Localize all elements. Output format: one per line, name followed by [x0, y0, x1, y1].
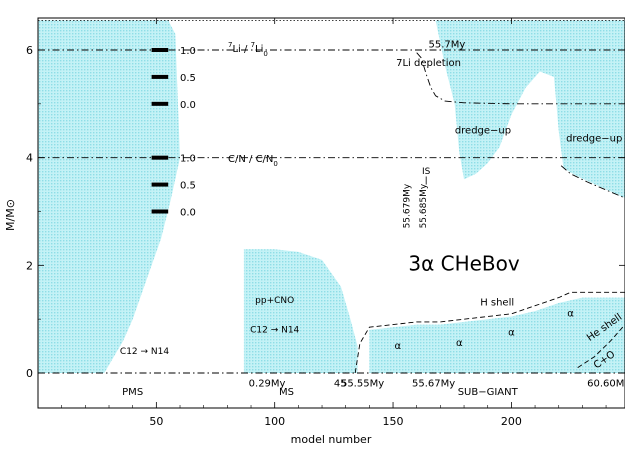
scale-2-bar-3	[151, 209, 169, 214]
annotation-4: IS	[422, 167, 431, 177]
convective-regions	[38, 20, 625, 374]
svg-text:C/N / C/N0: C/N / C/N0	[228, 154, 278, 168]
y-tick-label-1: 0	[26, 367, 33, 380]
scale-1-level-2: 0.5	[180, 73, 196, 84]
annotation-7: 3α CHeBov	[408, 252, 520, 276]
abundance-scales: 1.0 0.5 0.0 1.0 0.5 0.0	[151, 46, 196, 219]
scale-1-bar-3	[151, 101, 169, 106]
scale-2-level-3: 0.0	[180, 208, 196, 219]
annotation-2: dredge−up	[455, 125, 511, 136]
age-marker-3: 55.55My	[341, 379, 384, 390]
annotation-3: dredge−up	[566, 134, 622, 145]
scale-2-level-1: 1.0	[180, 154, 196, 165]
convective-region-3	[435, 20, 625, 199]
svg-text:7Li / 7Li0: 7Li / 7Li0	[228, 41, 268, 58]
annotation-5: 55.679My	[403, 183, 413, 228]
x-tick-label-4: 200	[501, 415, 522, 428]
annotation-13: C12 → N14	[120, 347, 169, 357]
annotation-8: H shell	[480, 298, 514, 309]
line-6	[354, 291, 625, 374]
annotation-16: α	[508, 327, 515, 338]
phase-label-1: PMS	[122, 387, 143, 398]
x-axis-label: model number	[291, 433, 372, 446]
annotation-15: α	[456, 338, 463, 349]
convective-region-1	[38, 20, 180, 374]
annotation-17: α	[567, 308, 574, 319]
boundary-lines	[38, 19, 625, 374]
phase-label-3: SUB−GIANT	[458, 387, 519, 398]
age-marker-5: 60.60My	[587, 379, 625, 390]
age-marker-1: 0.29My	[249, 379, 286, 390]
y-axis-label: M/M⊙	[4, 199, 17, 231]
scale-2-bar-2	[151, 182, 169, 187]
li-ratio-label: 7Li / 7Li0	[228, 41, 268, 58]
scale-1-bar-1	[151, 48, 169, 52]
age-marker-6: 55.7My	[429, 40, 466, 51]
axes: 50 100 150 200 0 2 4 6	[26, 18, 625, 428]
cn-ratio-label: C/N / C/N0	[228, 154, 278, 168]
y-tick-label-4: 6	[26, 44, 33, 57]
scale-2-level-2: 0.5	[180, 181, 196, 192]
age-marker-4: 55.67My	[412, 379, 455, 390]
x-tick-label-3: 150	[383, 415, 404, 428]
annotation-11: pp+CNO	[255, 296, 294, 306]
annotation-1: 7Li depletion	[396, 58, 461, 69]
y-tick-label-2: 2	[26, 259, 33, 272]
line-5	[560, 165, 625, 199]
annotation-12: C12 → N14	[250, 326, 299, 336]
scale-1-level-1: 1.0	[180, 46, 196, 57]
line-4	[416, 52, 625, 105]
x-tick-label-2: 100	[264, 415, 285, 428]
line-7	[577, 324, 625, 368]
convective-region-2	[243, 249, 358, 373]
scale-1-bar-2	[151, 74, 169, 79]
phase-label-2: MS	[279, 387, 294, 398]
scale-1-level-3: 0.0	[180, 100, 196, 111]
scale-2-bar-1	[151, 155, 169, 160]
y-tick-label-3: 4	[26, 152, 33, 165]
annotation-14: α	[394, 341, 401, 352]
annotation-6: 55.685My	[419, 183, 429, 228]
x-tick-label-1: 50	[149, 415, 163, 428]
convective-region-4	[369, 297, 625, 373]
age-marker-2: 45	[334, 379, 347, 390]
